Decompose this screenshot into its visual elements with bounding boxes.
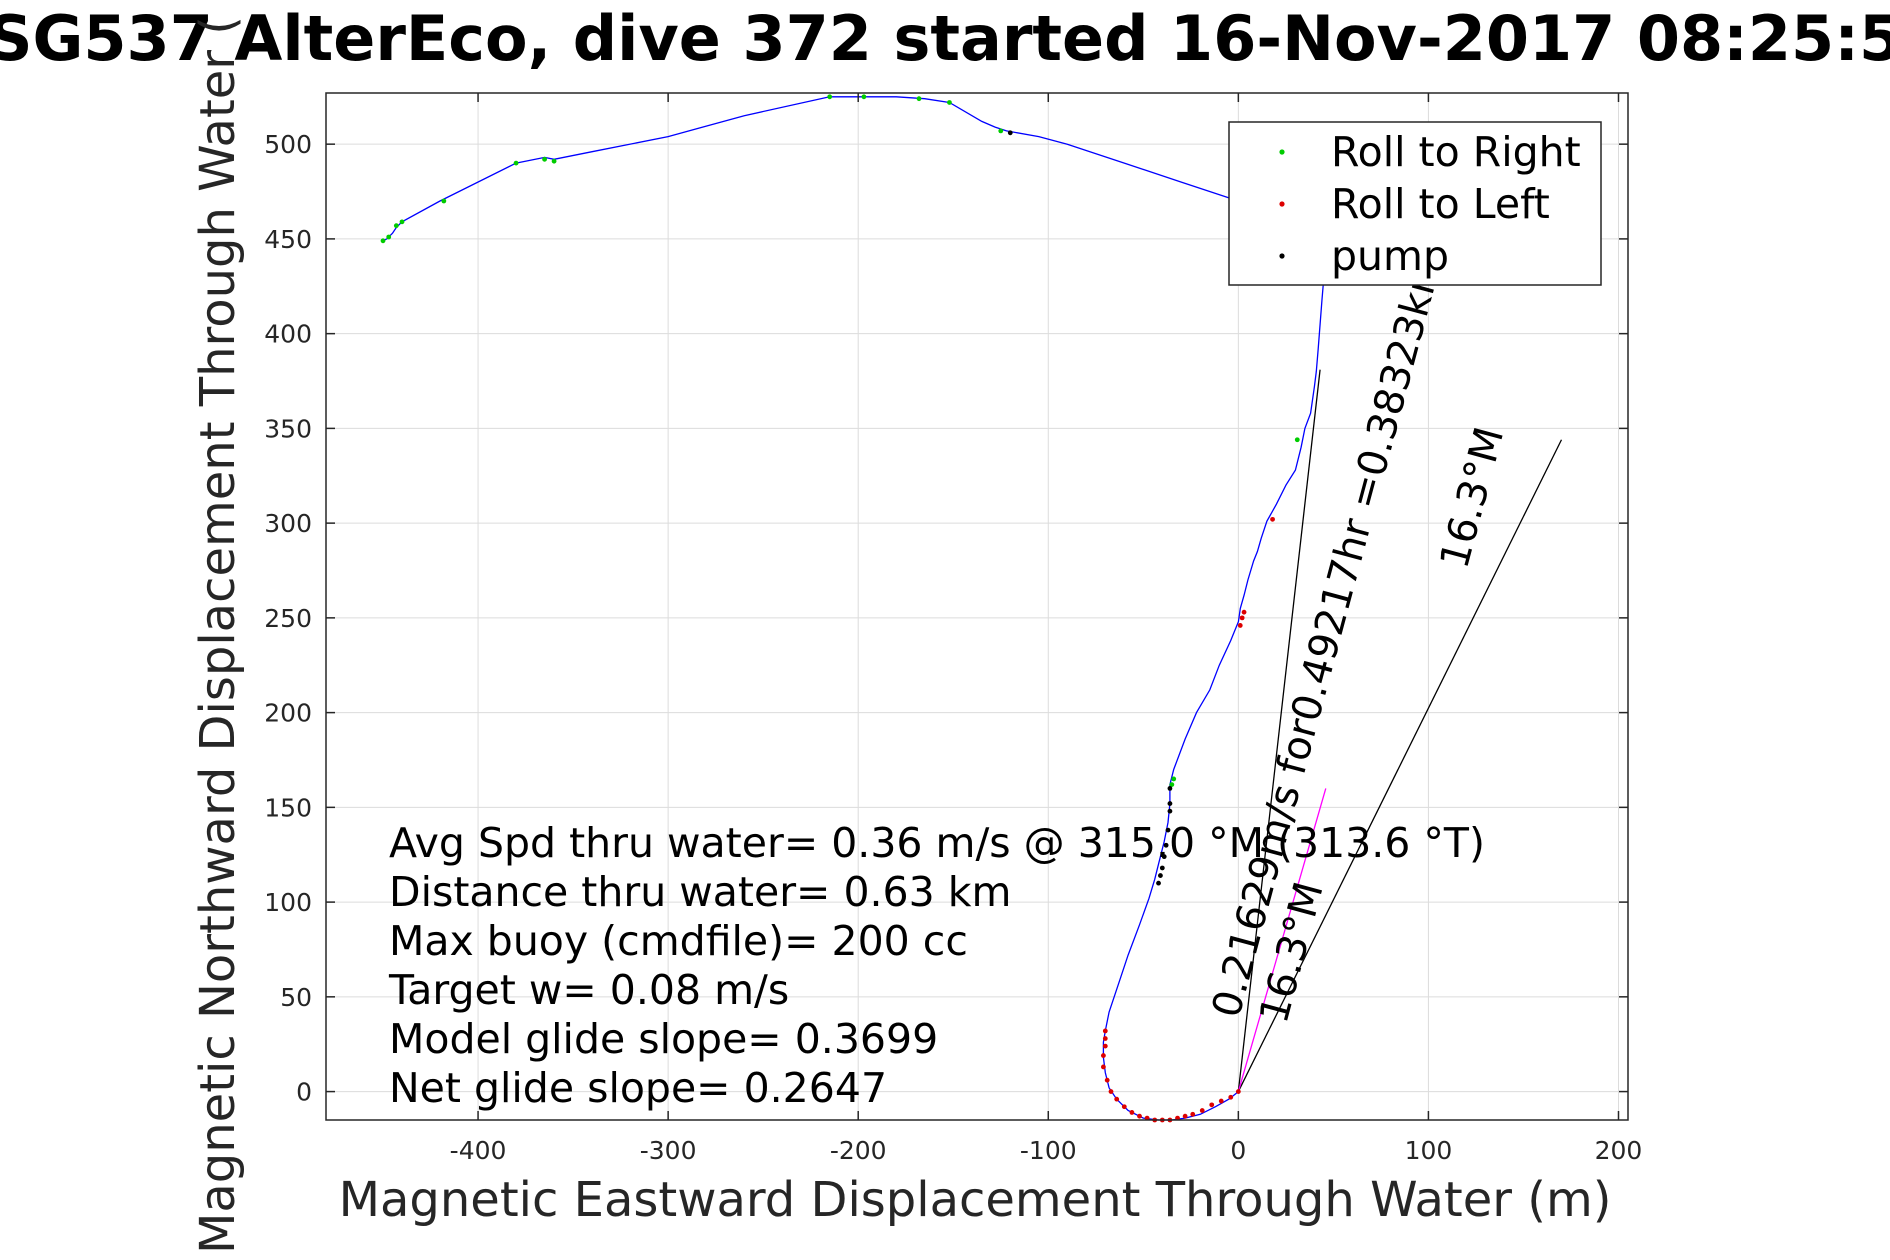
roll-left-point: [1182, 1113, 1188, 1119]
legend-marker-roll-right: [1279, 149, 1285, 155]
pump-point: [1167, 786, 1173, 791]
legend-marker-pump: [1279, 253, 1285, 259]
legend-label-roll-right: Roll to Right: [1331, 128, 1581, 176]
roll-right-point: [861, 94, 867, 100]
roll-right-point: [916, 96, 922, 102]
roll-left-point: [1121, 1104, 1127, 1110]
roll-right-point: [827, 94, 833, 100]
legend-label-pump: pump: [1331, 232, 1449, 280]
pump-point: [1167, 801, 1173, 806]
stats-line: Avg Spd thru water= 0.36 m/s @ 315.0 °M …: [389, 819, 1485, 867]
roll-left-point: [1104, 1077, 1110, 1083]
roll-right-point: [998, 128, 1004, 134]
roll-right-point: [386, 234, 392, 240]
roll-left-point: [1239, 615, 1245, 621]
roll-left-point: [1228, 1094, 1234, 1100]
y-tick-label: 0: [296, 1078, 312, 1107]
roll-left-point: [1108, 1089, 1114, 1094]
y-tick-label: 250: [264, 604, 312, 633]
legend-box: [1228, 121, 1602, 286]
roll-left-point: [1190, 1111, 1196, 1117]
stats-block: Avg Spd thru water= 0.36 m/s @ 315.0 °M …: [388, 819, 1485, 1112]
roll-left-point: [1209, 1102, 1215, 1108]
pump-point: [1159, 865, 1165, 871]
roll-right-point: [513, 160, 519, 166]
y-tick-label: 100: [264, 888, 312, 917]
pump-point: [1156, 880, 1161, 886]
roll-left-point: [1114, 1096, 1120, 1102]
roll-right-point: [1294, 437, 1300, 443]
roll-left-point: [1102, 1036, 1108, 1041]
axis-ticks: -400 -300 -200 -100 0 100 200 0 50 100 150 200 250 30…: [264, 93, 1642, 1165]
x-tick-label: -400: [450, 1136, 507, 1165]
y-tick-label: 500: [264, 130, 312, 159]
roll-left-point: [1100, 1053, 1106, 1058]
legend-label-roll-left: Roll to Left: [1331, 180, 1550, 228]
roll-right-point: [551, 158, 557, 164]
roll-left-point: [1102, 1028, 1108, 1034]
roll-left-point: [1102, 1043, 1108, 1049]
pump-point: [1007, 130, 1013, 136]
roll-right-point: [542, 156, 547, 162]
chart-title: SG537 AlterEco, dive 372 started 16-Nov-…: [0, 2, 1890, 75]
y-tick-label: 150: [264, 793, 312, 822]
x-tick-label: 100: [1405, 1136, 1453, 1165]
pump-point: [1161, 854, 1167, 860]
roll-left-point: [1137, 1113, 1142, 1119]
heading-line: [1237, 439, 1563, 1092]
stats-line: Model glide slope= 0.3699: [389, 1015, 938, 1063]
roll-left-point: [1129, 1110, 1135, 1115]
pump-point: [1158, 873, 1163, 878]
roll-left-point: [1235, 1089, 1241, 1094]
roll-left-point: [1237, 623, 1243, 628]
roll-left-point: [1241, 609, 1247, 615]
y-tick-label: 50: [280, 983, 312, 1012]
stats-line: Target w= 0.08 m/s: [388, 966, 789, 1014]
y-tick-label: 400: [264, 320, 312, 349]
x-tick-label: -100: [1020, 1136, 1077, 1165]
y-axis-label: Magnetic Northward Displacement Through …: [190, 16, 246, 1254]
stats-line: Net glide slope= 0.2647: [389, 1064, 887, 1112]
y-tick-label: 450: [264, 225, 312, 254]
roll-right-point: [947, 100, 952, 105]
current-vector-line: [1237, 788, 1327, 1092]
x-tick-label: 200: [1595, 1136, 1643, 1165]
roll-right-point: [399, 219, 405, 225]
vector-lines: [1237, 369, 1563, 1092]
y-tick-label: 200: [264, 699, 312, 728]
roll-left-point: [1100, 1064, 1106, 1070]
stats-line: Distance thru water= 0.63 km: [389, 868, 1011, 916]
roll-right-point: [380, 238, 386, 244]
plot-frame: [325, 92, 1629, 1121]
stats-line: Max buoy (cmdfile)= 200 cc: [389, 917, 968, 965]
x-axis-label: Magnetic Eastward Displacement Through W…: [339, 1172, 1612, 1228]
roll-right-point: [1169, 782, 1175, 788]
x-tick-label: -200: [830, 1136, 887, 1165]
pump-point: [1167, 808, 1173, 814]
roll-right-point: [1171, 776, 1177, 782]
roll-left-point: [1199, 1108, 1205, 1113]
roll-left-point: [1218, 1098, 1224, 1104]
roll-right-point: [393, 223, 399, 229]
y-tick-label: 300: [264, 509, 312, 538]
roll-right-point: [441, 198, 447, 204]
legend-marker-roll-left: [1279, 201, 1285, 207]
legend: Roll to Right Roll to Left pump: [1228, 121, 1602, 286]
x-tick-label: -300: [640, 1136, 697, 1165]
heading-line: [1237, 369, 1321, 1092]
pump-point: [1165, 827, 1171, 833]
roll-left-point: [1270, 516, 1275, 522]
x-tick-label: 0: [1230, 1136, 1246, 1165]
y-tick-label: 350: [264, 414, 312, 443]
pump-point: [1163, 842, 1169, 848]
